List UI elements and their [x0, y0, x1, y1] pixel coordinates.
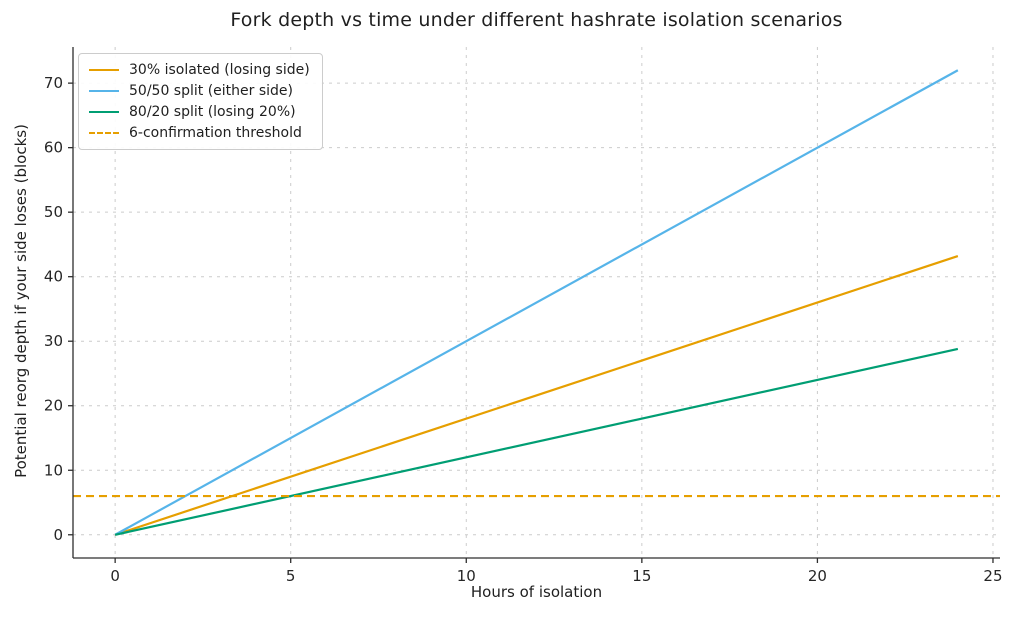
y-tick-label: 70 [44, 74, 63, 92]
y-tick-label: 60 [44, 139, 63, 157]
y-tick-label: 40 [44, 268, 63, 286]
x-axis-label: Hours of isolation [470, 583, 603, 601]
legend-line-sample [89, 111, 119, 113]
chart-title: Fork depth vs time under different hashr… [230, 9, 843, 31]
x-tick-label: 5 [286, 567, 296, 585]
legend-entry: 6-confirmation threshold [89, 125, 310, 141]
legend-entry: 80/20 split (losing 20%) [89, 104, 310, 120]
x-tick-label: 25 [983, 567, 1002, 585]
y-tick-label: 10 [44, 461, 63, 479]
y-axis-label: Potential reorg depth if your side loses… [12, 124, 30, 478]
series-line-80-20-split-losing-20- [114, 347, 959, 536]
legend-entry-label: 6-confirmation threshold [129, 125, 302, 141]
legend-line-sample [89, 90, 119, 92]
x-tick-label: 15 [632, 567, 651, 585]
legend-entry-label: 50/50 split (either side) [129, 83, 293, 99]
x-tick-label: 10 [457, 567, 476, 585]
x-tick-label: 20 [808, 567, 827, 585]
y-tick-label: 20 [44, 397, 63, 415]
legend-entry: 30% isolated (losing side) [89, 62, 310, 78]
legend-line-sample [89, 132, 119, 134]
x-tick-label: 0 [110, 567, 120, 585]
y-tick-label: 30 [44, 332, 63, 350]
series-line-50-50-split-either-side- [114, 69, 959, 536]
series-line-30-isolated-losing-side- [114, 255, 959, 536]
legend-line-sample [89, 69, 119, 71]
legend: 30% isolated (losing side) 50/50 split (e… [78, 53, 323, 150]
legend-entry: 50/50 split (either side) [89, 83, 310, 99]
legend-entry-label: 30% isolated (losing side) [129, 62, 310, 78]
legend-entry-label: 80/20 split (losing 20%) [129, 104, 296, 120]
y-tick-label: 50 [44, 203, 63, 221]
y-tick-label: 0 [53, 526, 63, 544]
